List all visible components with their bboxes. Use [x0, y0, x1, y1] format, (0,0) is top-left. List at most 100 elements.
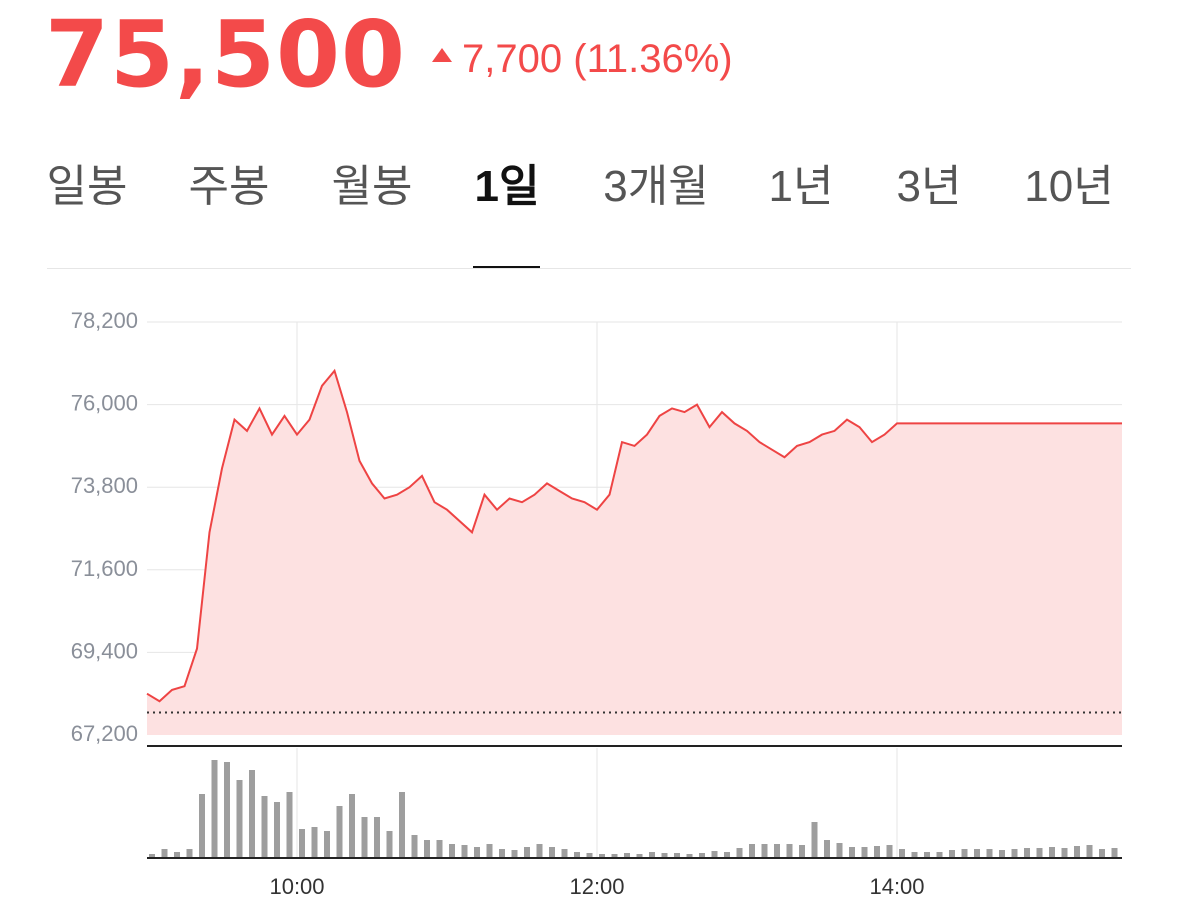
- volume-bar: [711, 851, 718, 858]
- price-change: 7,700 (11.36%): [432, 37, 733, 82]
- volume-bars: [149, 760, 1118, 858]
- volume-bar: [386, 831, 393, 858]
- volume-bar: [961, 849, 968, 858]
- volume-bar: [549, 847, 555, 858]
- volume-bar: [236, 780, 243, 858]
- volume-bar: [486, 844, 493, 858]
- volume-bar: [874, 846, 880, 858]
- volume-bar: [661, 853, 668, 858]
- volume-bar: [324, 831, 330, 858]
- volume-bar: [599, 854, 605, 858]
- y-axis-labels: 78,200 76,000 73,800 71,600 69,400 67,200: [71, 308, 138, 746]
- price-line: [146, 368, 1122, 703]
- tabs-divider: [47, 268, 1131, 269]
- tab-monthly-candle[interactable]: 월봉: [331, 162, 413, 211]
- volume-bar: [449, 844, 455, 858]
- volume-bar: [436, 840, 443, 858]
- volume-bar: [1024, 848, 1030, 858]
- volume-bar: [1036, 848, 1043, 858]
- volume-bar: [374, 817, 380, 858]
- volume-bar: [999, 850, 1005, 858]
- volume-bar: [686, 854, 693, 858]
- volume-bar: [761, 844, 768, 858]
- volume-bar: [586, 853, 593, 858]
- volume-bar: [511, 850, 518, 858]
- y-tick-label: 76,000: [71, 391, 138, 416]
- tab-10-years[interactable]: 10년: [1024, 162, 1114, 211]
- price-change-value: 7,700 (11.36%): [462, 36, 733, 81]
- volume-bar: [949, 850, 955, 858]
- volume-bar: [149, 854, 155, 858]
- volume-bar: [1074, 846, 1080, 858]
- volume-bar: [799, 845, 805, 858]
- volume-bar: [224, 762, 230, 858]
- period-tabs: 일봉 주봉 월봉 1일 3개월 1년 3년 10년: [0, 150, 1179, 230]
- volume-bar: [886, 845, 893, 858]
- volume-bar: [161, 849, 168, 858]
- tab-1-day[interactable]: 1일: [474, 162, 540, 211]
- volume-bar: [499, 849, 505, 858]
- volume-bar: [274, 802, 280, 858]
- volume-bar: [474, 847, 480, 858]
- volume-bar: [811, 822, 818, 858]
- up-arrow-icon: [432, 48, 453, 62]
- y-tick-label: 78,200: [71, 308, 138, 333]
- volume-bar: [986, 849, 993, 858]
- volume-bar: [1099, 849, 1105, 858]
- volume-bar: [749, 844, 755, 858]
- y-tick-label: 67,200: [71, 721, 138, 746]
- volume-bar: [424, 840, 430, 858]
- x-tick-label: 12:00: [569, 874, 624, 899]
- volume-bar: [411, 835, 418, 858]
- y-tick-label: 71,600: [71, 556, 138, 581]
- volume-bar: [211, 760, 218, 858]
- volume-bar: [461, 845, 468, 858]
- volume-bar: [786, 844, 793, 858]
- active-tab-indicator: [473, 266, 540, 269]
- volume-bar: [1111, 848, 1118, 858]
- volume-bar: [974, 849, 980, 858]
- volume-bar: [249, 770, 255, 858]
- price-area-fill: [147, 370, 1122, 735]
- volume-bar: [1086, 845, 1093, 858]
- tab-weekly-candle[interactable]: 주봉: [188, 162, 270, 211]
- tab-3-years[interactable]: 3년: [896, 162, 962, 211]
- volume-bar: [336, 806, 343, 858]
- volume-bar: [174, 852, 180, 858]
- volume-bar: [361, 817, 368, 858]
- tab-3-months[interactable]: 3개월: [603, 162, 709, 211]
- volume-bar: [936, 852, 943, 858]
- tab-1-year[interactable]: 1년: [768, 162, 834, 211]
- volume-bar: [924, 852, 930, 858]
- volume-bar: [774, 844, 780, 858]
- volume-bar: [836, 843, 843, 858]
- tab-daily-candle[interactable]: 일봉: [46, 162, 128, 211]
- volume-bar: [1049, 847, 1055, 858]
- volume-bar: [186, 849, 193, 858]
- volume-bar: [574, 852, 580, 858]
- volume-bar: [736, 848, 743, 858]
- volume-bar: [824, 840, 830, 858]
- volume-bar: [899, 849, 905, 858]
- volume-bar: [611, 854, 618, 858]
- volume-bar: [849, 847, 855, 858]
- current-price: 75,500: [45, 1, 407, 108]
- volume-bar: [536, 844, 543, 858]
- volume-bar: [561, 849, 568, 858]
- volume-bar: [349, 794, 355, 858]
- x-axis-labels: 10:00 12:00 14:00: [269, 874, 924, 899]
- volume-bar: [199, 794, 205, 858]
- y-tick-label: 73,800: [71, 473, 138, 498]
- volume-bar: [299, 829, 305, 858]
- x-tick-label: 14:00: [869, 874, 924, 899]
- volume-bar: [636, 854, 643, 858]
- volume-bar: [286, 792, 293, 858]
- y-tick-label: 69,400: [71, 638, 138, 663]
- price-header: 75,500 7,700 (11.36%): [45, 0, 733, 110]
- volume-bar: [861, 847, 868, 858]
- x-tick-label: 10:00: [269, 874, 324, 899]
- volume-bar: [624, 853, 630, 858]
- volume-bar: [311, 827, 318, 858]
- volume-bar: [911, 852, 918, 858]
- intraday-price-chart[interactable]: 78,200 76,000 73,800 71,600 69,400 67,200 10:…: [0, 280, 1179, 920]
